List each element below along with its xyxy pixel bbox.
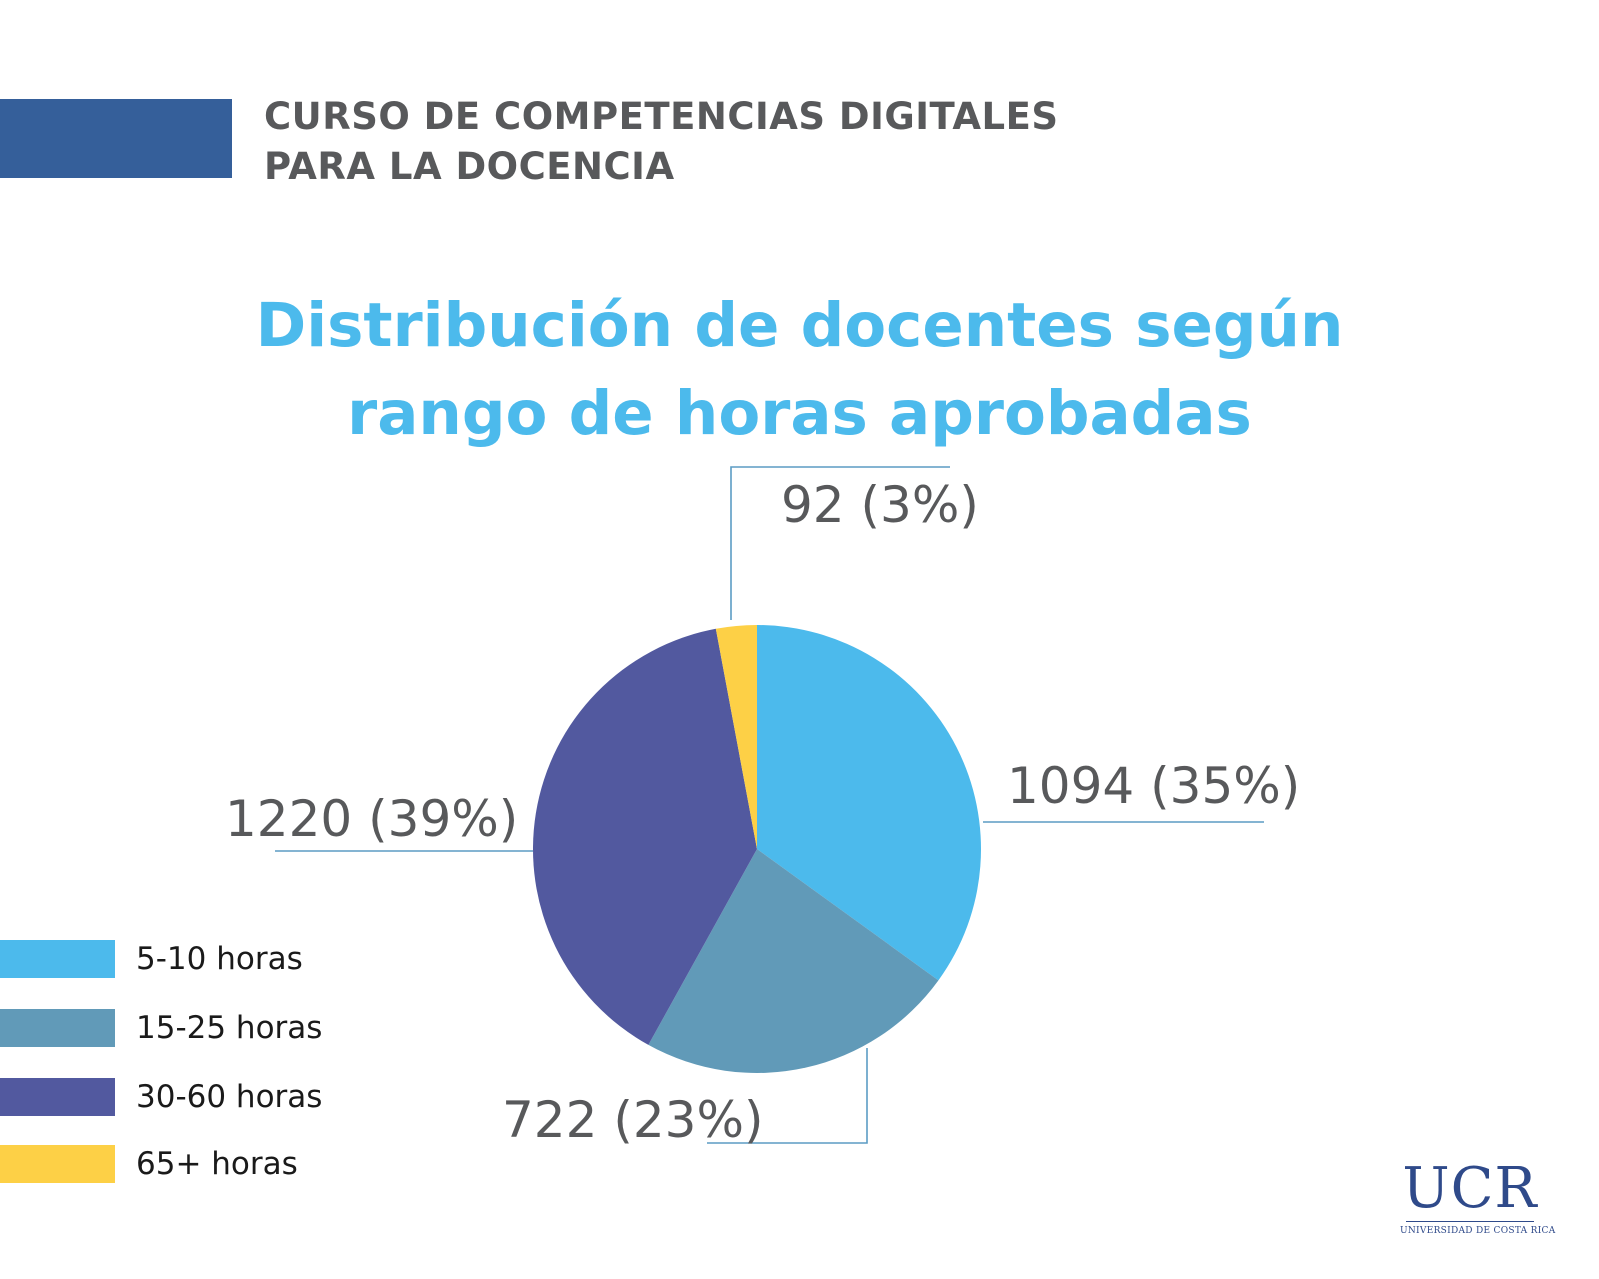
legend-swatch [0,1145,115,1183]
legend-item-5-10-horas: 5-10 horas [0,940,400,980]
header-title-line-2: PARA LA DOCENCIA [264,145,675,188]
legend-item-30-60-horas: 30-60 horas [0,1078,400,1118]
header-title-line-1: CURSO DE COMPETENCIAS DIGITALES [264,95,1059,138]
data-label-65-horas: 92 (3%) [781,476,979,534]
legend-swatch [0,1009,115,1047]
slice-30-60-horas [532,628,757,1045]
slice-15-25-horas [648,849,939,1074]
legend-label: 5-10 horas [136,941,303,977]
leader-line-65-horas [730,466,950,620]
data-label-15-25-horas: 722 (23%) [502,1091,764,1149]
header-accent-bar [0,99,232,178]
slice-65-horas [715,625,757,849]
chart-title: Distribución de docentes según rango de … [0,282,1599,458]
chart-title-line-1: Distribución de docentes según [255,290,1344,361]
legend-item-15-25-horas: 15-25 horas [0,1009,400,1049]
logo-subtitle: UNIVERSIDAD DE COSTA RICA [1400,1226,1556,1236]
page-header-title: CURSO DE COMPETENCIAS DIGITALES PARA LA … [264,92,1059,192]
ucr-logo: UCR UNIVERSIDAD DE COSTA RICA [1400,1156,1556,1237]
data-label-30-60-horas: 1220 (39%) [225,790,519,848]
legend-item-65-horas: 65+ horas [0,1145,400,1185]
legend-swatch [0,1078,115,1116]
legend-label: 65+ horas [136,1146,298,1182]
legend-label: 30-60 horas [136,1079,323,1115]
legend-swatch [0,940,115,978]
data-label-5-10-horas: 1094 (35%) [1007,757,1301,815]
slice-5-10-horas [757,625,981,981]
chart-title-line-2: rango de horas aprobadas [347,378,1252,449]
leader-line-15-25-horas [707,1048,868,1144]
legend-label: 15-25 horas [136,1010,323,1046]
logo-rule [1406,1221,1534,1222]
logo-wordmark: UCR [1402,1156,1538,1221]
